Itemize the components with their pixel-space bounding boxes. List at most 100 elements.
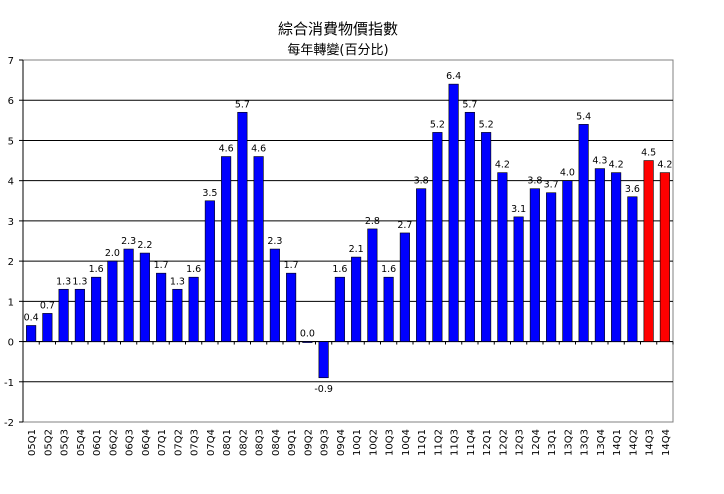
x-tick-label-14Q2: 14Q2	[628, 429, 639, 456]
data-label-14Q3: 4.5	[641, 148, 656, 159]
x-tick-label-08Q2: 08Q2	[238, 429, 249, 456]
data-label-09Q1: 1.7	[284, 260, 299, 271]
data-label-05Q2: 0.7	[40, 300, 55, 311]
data-label-07Q3: 1.6	[186, 264, 201, 275]
x-tick-label-08Q4: 08Q4	[271, 429, 282, 456]
data-label-13Q4: 4.3	[592, 156, 607, 167]
y-tick-label: 1	[8, 297, 14, 308]
bar-11Q4	[464, 111, 475, 342]
y-axis-ticks: -2 -1 0 1 2 3 4 5 6 7	[4, 56, 23, 429]
x-tick-label-05Q1: 05Q1	[27, 429, 38, 456]
x-tick-label-11Q1: 11Q1	[417, 429, 428, 456]
bar-05Q2	[42, 313, 53, 342]
bar-06Q1	[91, 276, 102, 342]
x-tick-label-07Q3: 07Q3	[190, 429, 201, 456]
data-label-05Q1: 0.4	[24, 312, 39, 323]
x-tick-label-11Q4: 11Q4	[466, 429, 477, 456]
data-label-05Q4: 1.3	[72, 276, 87, 287]
data-label-09Q2: 0.0	[300, 329, 315, 340]
y-tick-label: 6	[8, 96, 14, 107]
bar-07Q3	[188, 276, 199, 342]
data-label-07Q4: 3.5	[202, 188, 217, 199]
bar-05Q4	[74, 288, 85, 342]
x-tick-label-12Q1: 12Q1	[482, 429, 493, 456]
data-label-11Q2: 5.2	[430, 119, 445, 130]
data-label-12Q2: 4.2	[495, 160, 510, 171]
data-label-06Q1: 1.6	[89, 264, 104, 275]
bar-13Q1	[546, 192, 557, 342]
bar-14Q3	[643, 160, 654, 342]
y-tick-label: -1	[4, 378, 14, 389]
bars	[26, 83, 670, 379]
x-tick-label-05Q2: 05Q2	[43, 429, 54, 456]
y-tick-label: 0	[8, 338, 14, 349]
bar-05Q3	[58, 288, 69, 342]
data-label-10Q1: 2.1	[349, 244, 364, 255]
x-tick-label-06Q1: 06Q1	[92, 429, 103, 456]
x-tick-label-06Q4: 06Q4	[141, 429, 152, 456]
x-tick-label-09Q3: 09Q3	[320, 429, 331, 456]
x-tick-label-09Q2: 09Q2	[303, 429, 314, 456]
bar-06Q2	[107, 260, 118, 342]
x-tick-label-13Q4: 13Q4	[596, 429, 607, 456]
x-tick-label-13Q3: 13Q3	[580, 429, 591, 456]
data-label-12Q3: 3.1	[511, 204, 526, 215]
bar-10Q1	[351, 256, 362, 342]
bar-06Q4	[139, 252, 150, 342]
bar-12Q1	[481, 132, 492, 342]
data-label-08Q1: 4.6	[219, 144, 234, 155]
bar-12Q4	[529, 188, 540, 342]
x-tick-label-13Q1: 13Q1	[547, 429, 558, 456]
x-tick-label-11Q2: 11Q2	[433, 429, 444, 456]
x-tick-label-08Q3: 08Q3	[255, 429, 266, 456]
bar-13Q4	[594, 168, 605, 342]
bar-14Q4	[659, 172, 670, 342]
x-axis-ticks: 05Q1 05Q2 05Q3 05Q4 06Q1 06Q2 06Q3 06Q4 07Q1 07Q2…	[27, 341, 674, 456]
bar-13Q3	[578, 124, 589, 342]
bar-11Q3	[448, 83, 459, 342]
data-label-06Q3: 2.3	[121, 236, 136, 247]
data-label-09Q4: 1.6	[332, 264, 347, 275]
x-tick-label-10Q4: 10Q4	[401, 429, 412, 456]
y-tick-label: 4	[8, 177, 14, 188]
data-label-11Q4: 5.7	[462, 99, 477, 110]
data-label-10Q2: 2.8	[365, 216, 380, 227]
x-tick-label-10Q1: 10Q1	[352, 429, 363, 456]
data-label-14Q2: 3.6	[625, 184, 640, 195]
bar-12Q3	[513, 216, 524, 342]
data-label-09Q3: -0.9	[314, 384, 333, 395]
bar-11Q2	[432, 132, 443, 342]
chart-title: 綜合消費物價指數	[278, 20, 398, 38]
data-label-12Q1: 5.2	[479, 119, 494, 130]
bar-06Q3	[123, 248, 134, 342]
bar-14Q1	[611, 172, 622, 342]
bar-07Q2	[172, 288, 183, 342]
bar-14Q2	[627, 196, 638, 342]
bar-09Q4	[334, 276, 345, 342]
bar-13Q2	[562, 180, 573, 342]
y-tick-label: 2	[8, 257, 14, 268]
x-tick-label-08Q1: 08Q1	[222, 429, 233, 456]
bar-08Q4	[269, 248, 280, 342]
data-labels: 0.40.71.3 1.31.62.02.3 2.21.71.31.63.54.65…	[24, 71, 673, 395]
data-label-14Q4: 4.2	[657, 160, 672, 171]
data-label-05Q3: 1.3	[56, 276, 71, 287]
data-label-10Q3: 1.6	[381, 264, 396, 275]
chart-subtitle: 每年轉變(百分比)	[287, 42, 388, 58]
y-tick-label: 7	[8, 56, 14, 67]
x-tick-label-06Q3: 06Q3	[125, 429, 136, 456]
data-label-08Q4: 2.3	[267, 236, 282, 247]
x-tick-label-12Q4: 12Q4	[531, 429, 542, 456]
data-label-08Q2: 5.7	[235, 99, 250, 110]
bar-09Q1	[286, 272, 297, 342]
data-label-10Q4: 2.7	[397, 220, 412, 231]
data-label-12Q4: 3.8	[527, 176, 542, 187]
x-tick-label-07Q2: 07Q2	[173, 429, 184, 456]
data-label-08Q3: 4.6	[251, 144, 266, 155]
data-label-06Q2: 2.0	[105, 248, 120, 259]
x-tick-label-14Q4: 14Q4	[661, 429, 672, 456]
data-label-13Q1: 3.7	[544, 180, 559, 191]
x-tick-label-10Q2: 10Q2	[368, 429, 379, 456]
bar-07Q1	[156, 272, 167, 342]
